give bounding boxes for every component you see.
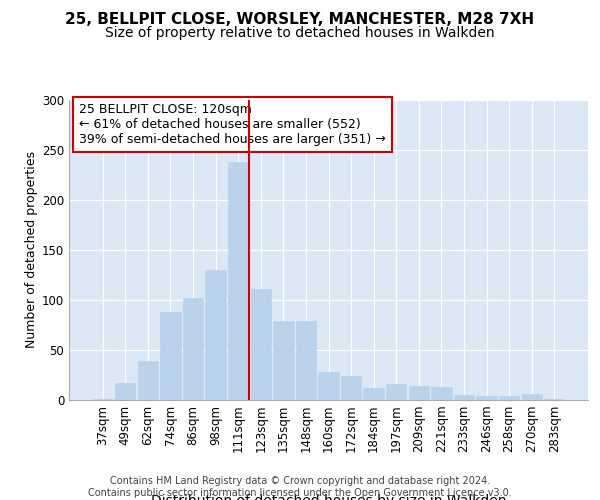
Bar	[273, 321, 293, 400]
Bar	[544, 399, 565, 400]
Bar	[296, 321, 316, 400]
Bar	[431, 387, 452, 400]
Bar	[386, 384, 406, 400]
Text: 25, BELLPIT CLOSE, WORSLEY, MANCHESTER, M28 7XH: 25, BELLPIT CLOSE, WORSLEY, MANCHESTER, …	[65, 12, 535, 28]
Y-axis label: Number of detached properties: Number of detached properties	[25, 152, 38, 348]
Bar	[521, 394, 542, 400]
Bar	[341, 376, 361, 400]
Bar	[251, 289, 271, 400]
Bar	[160, 312, 181, 400]
Bar	[499, 396, 519, 400]
Text: Size of property relative to detached houses in Walkden: Size of property relative to detached ho…	[105, 26, 495, 40]
Bar	[138, 361, 158, 400]
Bar	[205, 270, 226, 400]
Bar	[92, 399, 113, 400]
X-axis label: Distribution of detached houses by size in Walkden: Distribution of detached houses by size …	[151, 494, 506, 500]
Text: Contains HM Land Registry data © Crown copyright and database right 2024.
Contai: Contains HM Land Registry data © Crown c…	[88, 476, 512, 498]
Bar	[115, 383, 136, 400]
Bar	[228, 162, 248, 400]
Bar	[476, 396, 497, 400]
Bar	[364, 388, 384, 400]
Bar	[319, 372, 338, 400]
Bar	[409, 386, 429, 400]
Bar	[454, 395, 474, 400]
Text: 25 BELLPIT CLOSE: 120sqm
← 61% of detached houses are smaller (552)
39% of semi-: 25 BELLPIT CLOSE: 120sqm ← 61% of detach…	[79, 103, 386, 146]
Bar	[183, 298, 203, 400]
